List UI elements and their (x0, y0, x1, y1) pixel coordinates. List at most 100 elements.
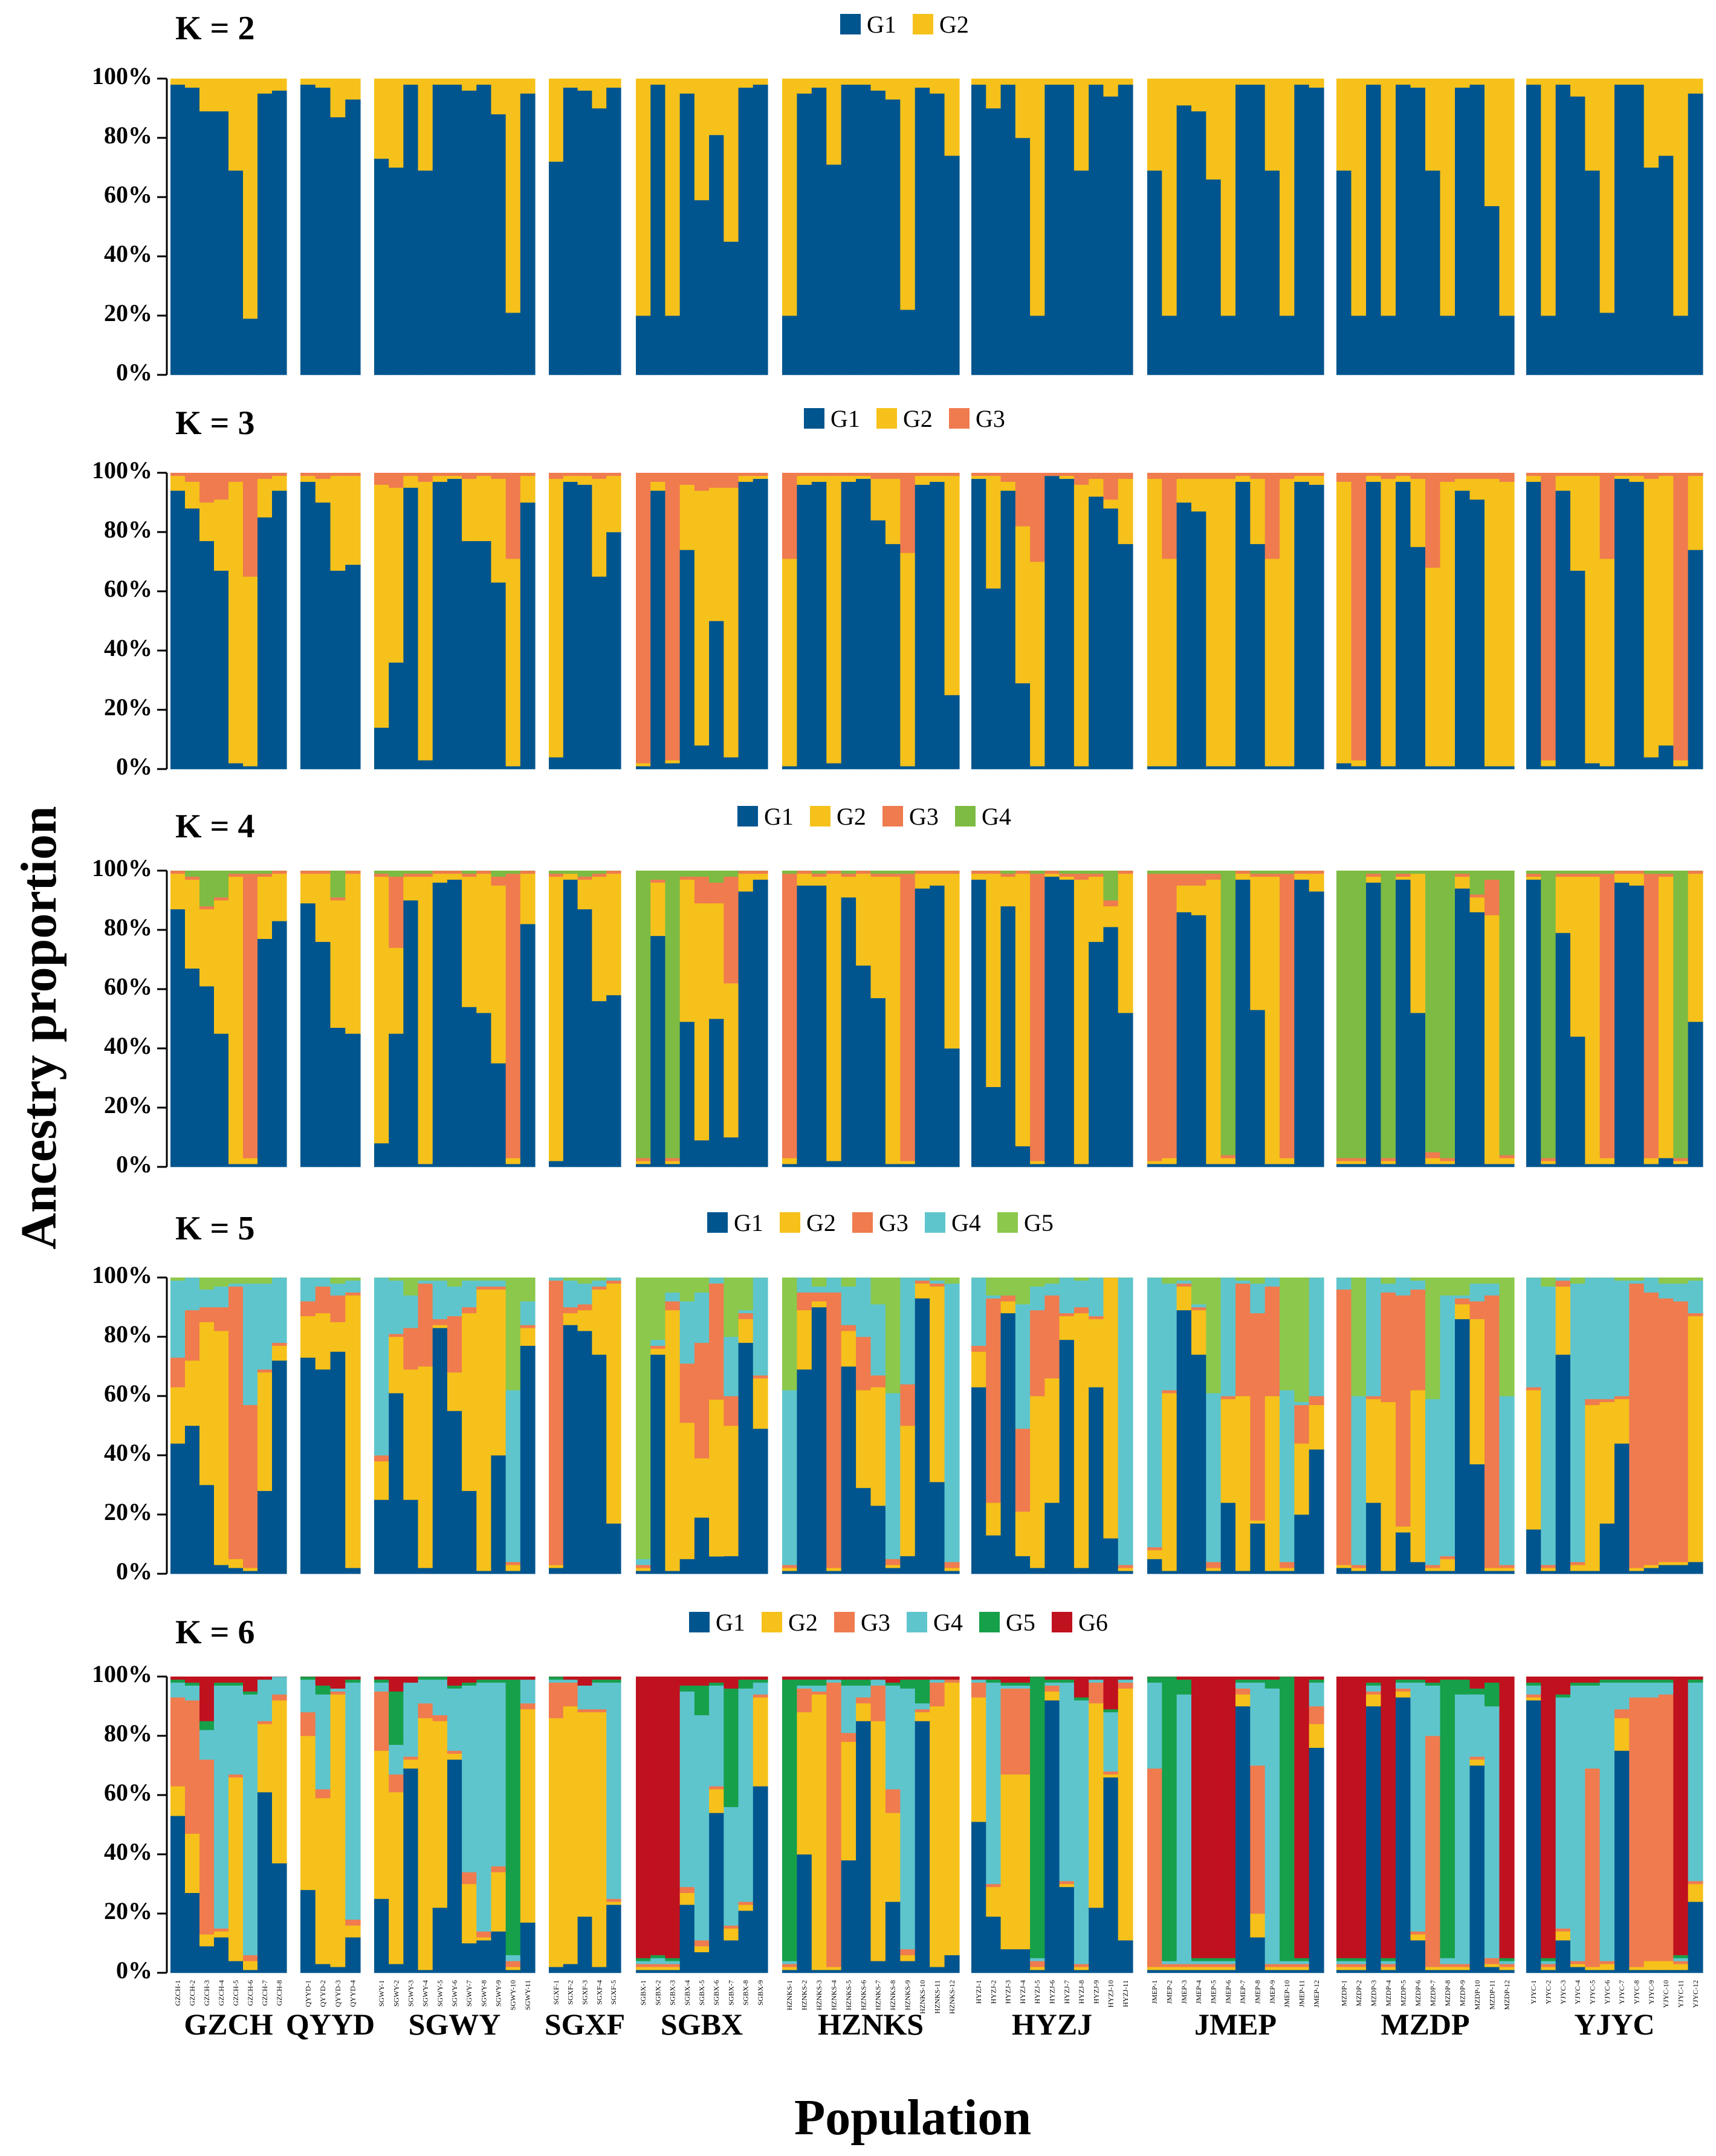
bar-segment-HZNKS-4-G1 (826, 763, 842, 770)
bar-segment-SGWY-11-G5 (520, 1278, 536, 1302)
bar-segment-YJYC-2-G5 (1541, 1278, 1556, 1287)
bar-segment-HYZJ-9-G2 (1089, 79, 1104, 85)
bar-segment-JMEP-5-G1 (1206, 1571, 1222, 1574)
bar-segment-JMEP-4-G1 (1191, 111, 1206, 375)
bar-segment-JMEP-2-G1 (1162, 1571, 1177, 1574)
bar-segment-GZCH-5-G5 (228, 1682, 244, 1686)
bar-segment-SGWY-6-G2 (447, 79, 462, 85)
k-title: K = 3 (175, 404, 254, 442)
bar-segment-JMEP-3-G2 (1176, 478, 1192, 503)
bar-segment-MZDP-10-G4 (1469, 1694, 1485, 1757)
bar-segment-SGWY-7-G4 (462, 871, 477, 874)
bar-segment-GZCH-6-G4 (243, 1694, 258, 1955)
bar-segment-YJYC-9-G3 (1643, 473, 1659, 479)
legend-swatch-G2 (810, 806, 830, 826)
bar-segment-SGWY-11-G3 (520, 1703, 536, 1710)
bar-segment-GZCH-3-G3 (199, 906, 215, 909)
bar-segment-GZCH-4-G3 (214, 473, 229, 500)
population-block-HYZJ (971, 473, 1133, 770)
bar-segment-SGWY-9-G1 (491, 114, 507, 375)
bar-segment-SGBX-3-G4 (665, 1961, 681, 1964)
bar-segment-HZNKS-7-G1 (870, 1961, 886, 1973)
sample-label: SGBX-5 (698, 1980, 706, 2005)
bar-segment-GZCH-2-G3 (185, 876, 200, 880)
bar-segment-HYZJ-7-G4 (1059, 1682, 1075, 1882)
bar-segment-HYZJ-11-G4 (1118, 1278, 1133, 1565)
bar-segment-JMEP-8-G1 (1250, 1937, 1266, 1973)
bar-segment-MZDP-11-G2 (1485, 915, 1500, 1164)
bar-segment-JMEP-5-G2 (1206, 1568, 1222, 1571)
bar-segment-JMEP-9-G3 (1264, 873, 1280, 877)
bar-segment-HYZJ-11-G6 (1118, 1677, 1133, 1680)
bar-segment-HYZJ-4-G1 (1015, 1949, 1031, 1973)
bar-segment-HZNKS-7-G5 (870, 1278, 886, 1305)
bar-segment-SGBX-5-G2 (694, 903, 710, 1141)
bar-segment-JMEP-4-G4 (1191, 1304, 1206, 1308)
bar-segment-QYYD-2-G4 (315, 1278, 331, 1287)
bar-segment-JMEP-11-G2 (1294, 873, 1310, 880)
bar-segment-MZDP-3-G4 (1366, 1685, 1382, 1692)
bar-segment-HYZJ-1-G3 (971, 1345, 986, 1352)
bar-segment-JMEP-9-G3 (1264, 1286, 1280, 1397)
bar-segment-QYYD-4-G4 (345, 1682, 361, 1920)
bar-segment-YJYC-10-G3 (1659, 873, 1674, 877)
bar-segment-SGWY-5-G2 (432, 475, 448, 482)
bar-segment-HZNKS-7-G4 (870, 1679, 886, 1686)
bar-segment-JMEP-6-G2 (1220, 1398, 1236, 1503)
bar-segment-JMEP-9-G2 (1264, 1396, 1280, 1571)
bar-segment-HYZJ-4-G2 (1015, 873, 1031, 1146)
bar-segment-JMEP-11-G4 (1294, 1961, 1310, 1964)
bar-segment-HZNKS-5-G2 (841, 475, 856, 482)
bar-segment-MZDP-5-G1 (1396, 879, 1411, 1167)
bar-segment-SGBX-2-G3 (650, 473, 666, 482)
bar-segment-HYZJ-4-G1 (1015, 683, 1031, 770)
bar-segment-MZDP-4-G3 (1381, 1158, 1396, 1161)
bar-segment-MZDP-12-G2 (1499, 481, 1515, 767)
bar-segment-MZDP-9-G3 (1455, 873, 1471, 877)
bar-segment-SGWY-11-G3 (520, 473, 536, 476)
bar-segment-SGWY-5-G1 (432, 481, 448, 770)
bar-segment-SGXF-5-G3 (606, 1898, 621, 1902)
bar-segment-MZDP-4-G1 (1381, 1164, 1396, 1167)
bar-segment-GZCH-4-G4 (214, 871, 229, 898)
bar-segment-GZCH-3-G1 (199, 1485, 215, 1574)
bar-segment-SGWY-6-G1 (447, 879, 462, 1167)
bar-segment-HZNKS-2-G3 (797, 473, 812, 476)
bar-segment-GZCH-4-G6 (214, 1677, 229, 1683)
bar-segment-MZDP-4-G4 (1381, 1961, 1396, 1964)
bar-segment-JMEP-12-G3 (1309, 871, 1324, 874)
bar-segment-YJYC-10-G4 (1659, 1682, 1674, 1695)
bar-segment-SGWY-2-G4 (389, 871, 404, 877)
bar-segment-SGXF-3-G4 (577, 1685, 592, 1710)
population-label-QYYD: QYYD (286, 2007, 375, 2041)
bar-segment-JMEP-8-G2 (1250, 1520, 1266, 1524)
bar-segment-SGBX-5-G5 (694, 1685, 710, 1715)
bar-segment-SGBX-9-G2 (753, 873, 768, 880)
bar-segment-SGBX-9-G4 (753, 1682, 768, 1695)
bar-segment-MZDP-12-G2 (1499, 1967, 1515, 1970)
bar-segment-JMEP-10-G3 (1280, 473, 1295, 479)
bar-segment-HZNKS-1-G6 (782, 1677, 798, 1680)
bar-segment-GZCH-5-G2 (228, 1777, 244, 1961)
y-tick-label: 100% (92, 456, 152, 484)
bar-segment-SGWY-1-G1 (374, 1898, 389, 1973)
bar-segment-HYZJ-11-G4 (1118, 1679, 1133, 1683)
bar-segment-HZNKS-7-G3 (870, 473, 886, 479)
bar-segment-JMEP-1-G4 (1147, 1278, 1162, 1548)
bar-segment-QYYD-3-G3 (330, 1295, 346, 1322)
population-block-JMEP (1147, 1278, 1324, 1574)
bar-segment-YJYC-8-G6 (1629, 1677, 1645, 1680)
bar-segment-SGWY-10-G1 (505, 1970, 521, 1973)
bar-segment-MZDP-2-G2 (1351, 1967, 1367, 1970)
bar-segment-HYZJ-6-G3 (1044, 473, 1060, 476)
bar-segment-MZDP-4-G4 (1381, 871, 1396, 1158)
bar-segment-HZNKS-9-G2 (900, 79, 916, 310)
sample-label: SGWY-7 (465, 1980, 473, 2007)
bar-segment-HZNKS-4-G2 (826, 1568, 842, 1571)
bar-segment-YJYC-12-G1 (1688, 93, 1703, 375)
bar-segment-MZDP-11-G5 (1485, 1278, 1500, 1284)
bar-segment-HZNKS-1-G1 (782, 1970, 798, 1973)
bar-segment-JMEP-2-G2 (1162, 1967, 1177, 1970)
bar-segment-HZNKS-8-G1 (885, 99, 901, 375)
bar-segment-SGWY-8-G4 (476, 1280, 492, 1287)
